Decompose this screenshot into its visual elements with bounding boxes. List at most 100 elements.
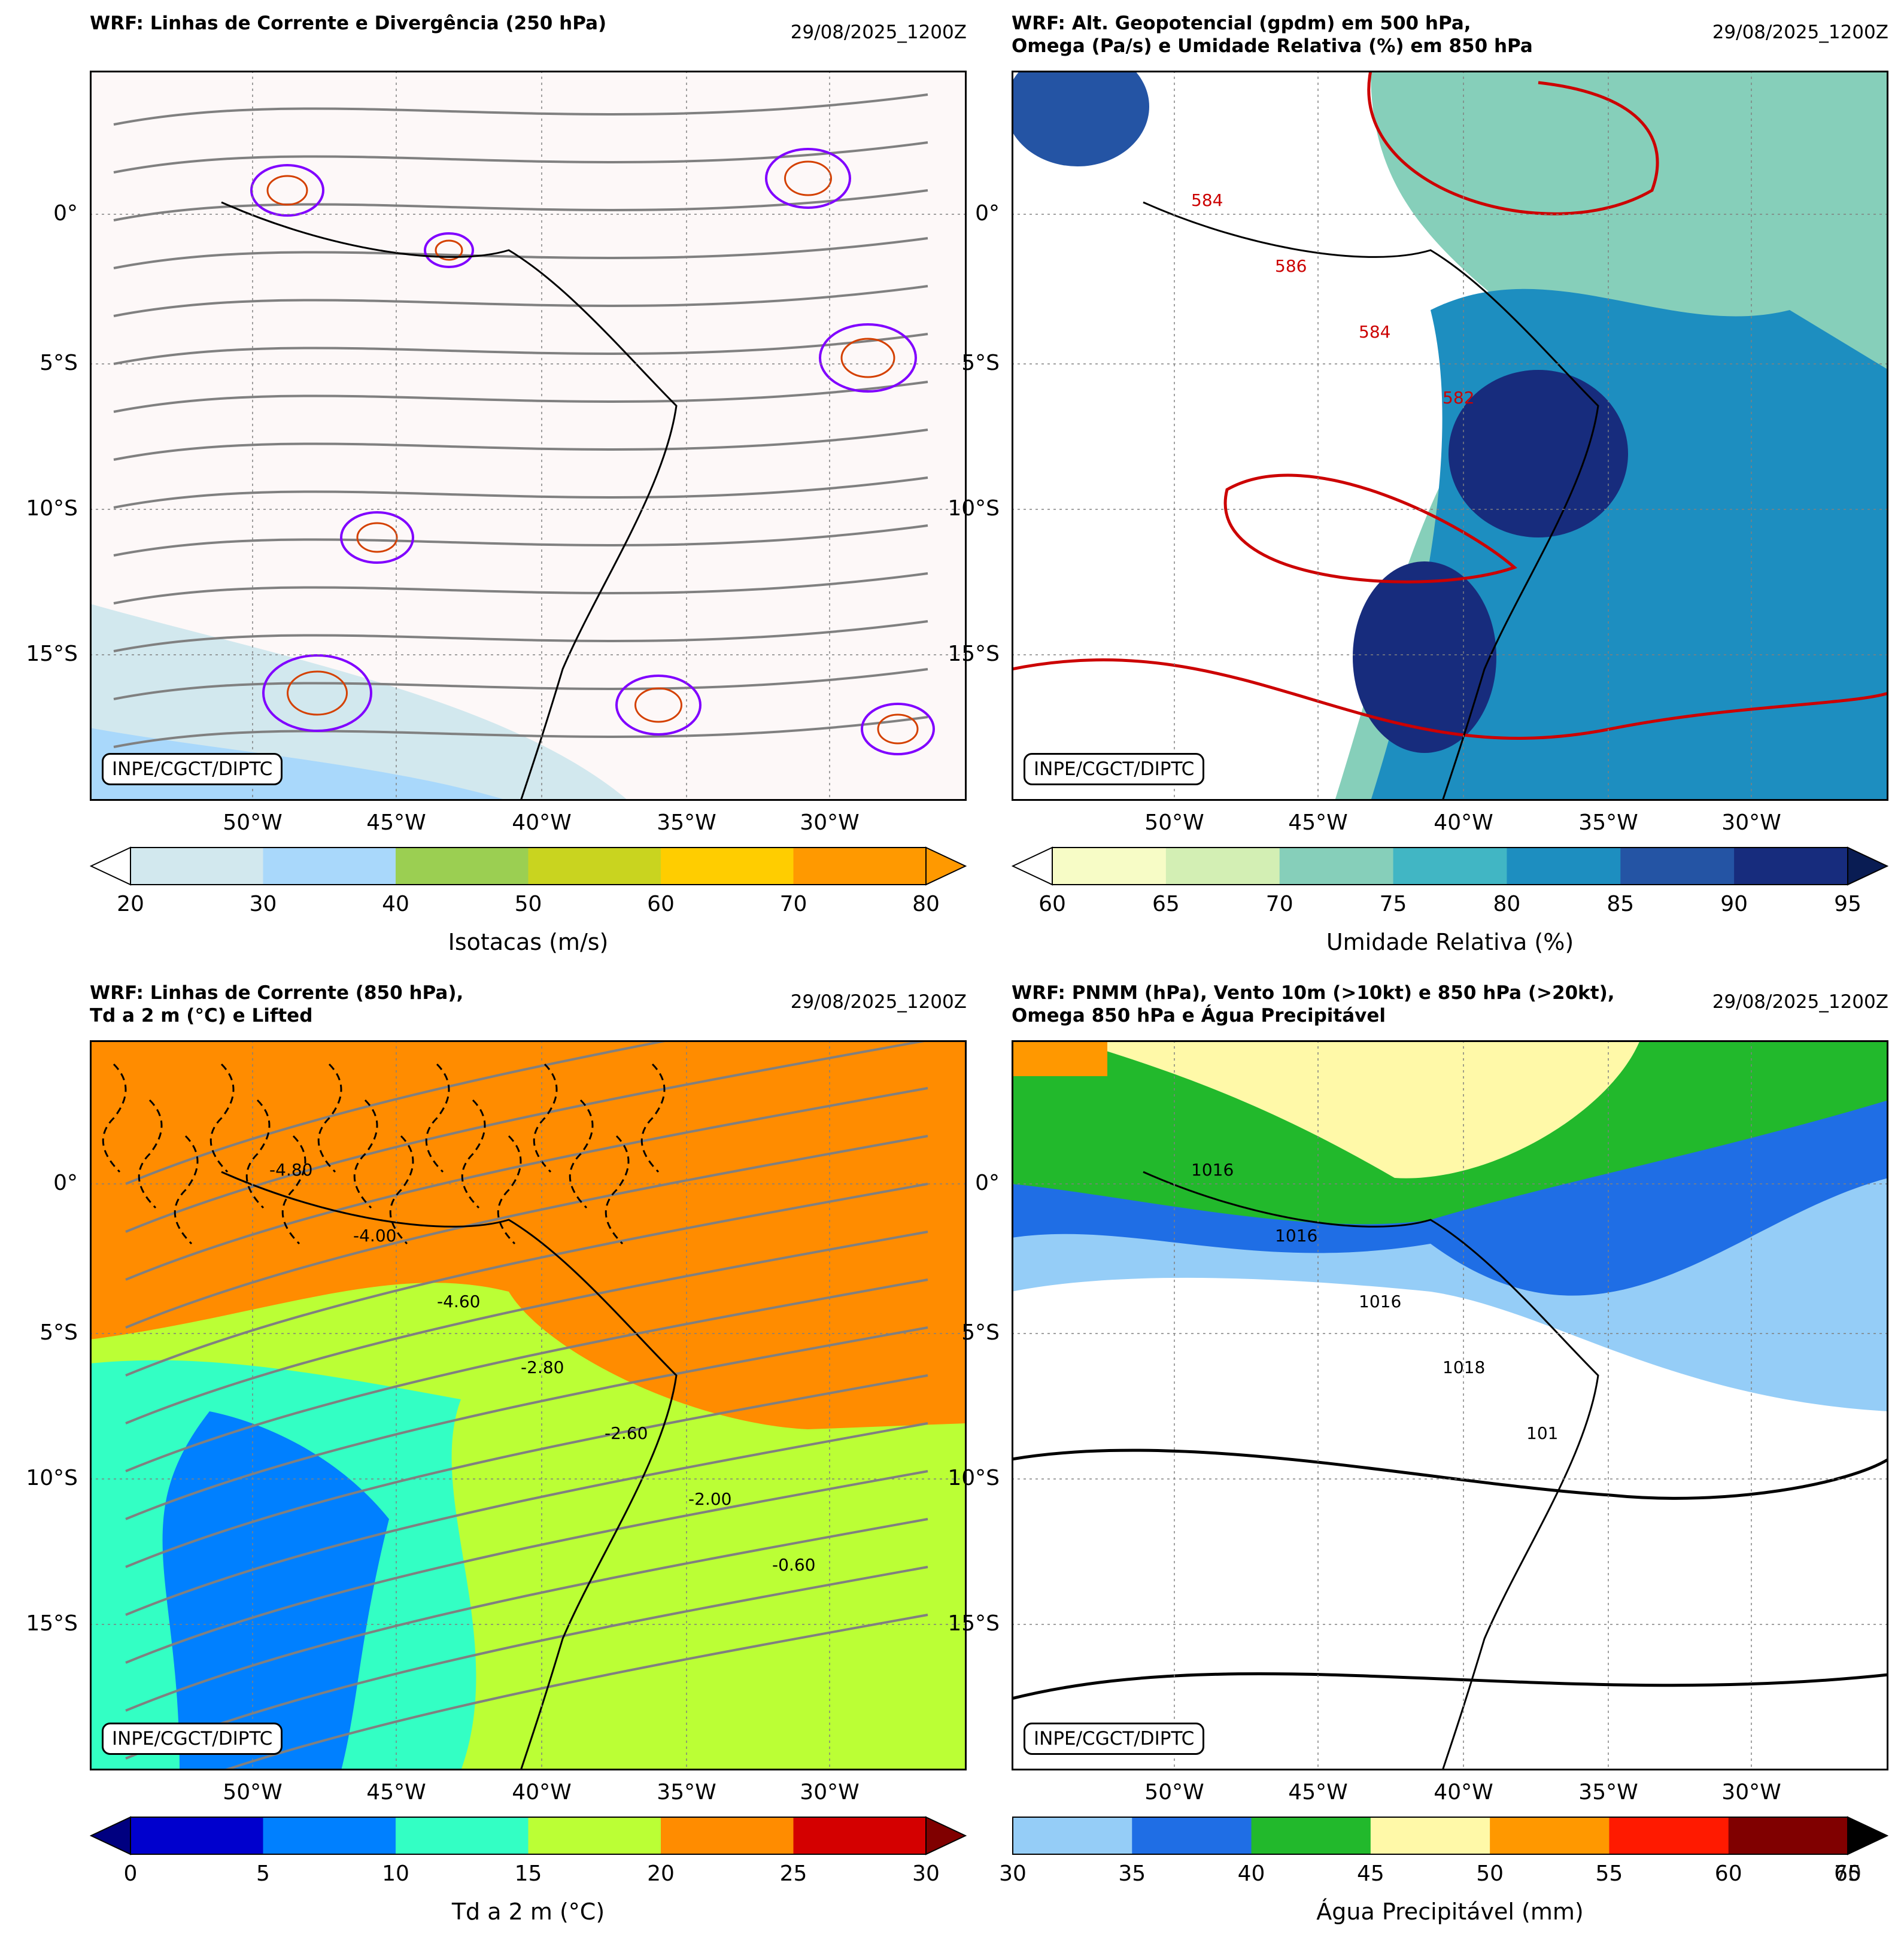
colorbar-tick: 30 xyxy=(912,1861,940,1886)
colorbar-swatch xyxy=(661,848,794,885)
colorbar-extend-high xyxy=(1847,846,1888,886)
lon-tick-label: 30°W xyxy=(1721,810,1781,835)
lat-tick-label: 0° xyxy=(975,1171,1000,1195)
lat-tick-label: 10°S xyxy=(948,1466,1000,1490)
colorbar-tick: 65 xyxy=(1834,1861,1862,1886)
colorbar-swatch xyxy=(793,1817,927,1854)
colorbar-swatch xyxy=(396,848,529,885)
lat-tick-label: 5°S xyxy=(40,351,78,375)
lat-tick-label: 5°S xyxy=(961,1320,1000,1345)
colorbar-swatch xyxy=(1620,848,1735,885)
colorbar-tick: 65 xyxy=(1152,892,1180,916)
panel-title: WRF: Linhas de Corrente (850 hPa), Td a … xyxy=(90,982,464,1026)
lat-tick-label: 10°S xyxy=(948,496,1000,521)
contour-label: -2.00 xyxy=(688,1489,732,1509)
colorbar-tick: 45 xyxy=(1356,1861,1384,1886)
colorbar-swatch xyxy=(1728,1817,1848,1854)
contour-label: 101 xyxy=(1526,1423,1559,1443)
colorbar-extend-low xyxy=(1012,846,1053,886)
panel-date: 29/08/2025_1200Z xyxy=(790,991,967,1013)
contour-label: 582 xyxy=(1443,388,1475,408)
lon-tick-label: 45°W xyxy=(366,810,426,835)
colorbar-swatch xyxy=(1490,1817,1610,1854)
lat-tick-label: 15°S xyxy=(26,1611,78,1636)
colorbar-swatch xyxy=(263,1817,396,1854)
colorbar-swatch xyxy=(661,1817,794,1854)
map-panel-br: WRF: PNMM (hPa), Vento 10m (>10kt) e 850… xyxy=(948,970,1888,1939)
colorbar-tick: 80 xyxy=(912,892,940,916)
lon-tick-label: 50°W xyxy=(1144,810,1204,835)
lat-tick-label: 15°S xyxy=(948,642,1000,666)
panel-date: 29/08/2025_1200Z xyxy=(1712,22,1888,43)
colorbar xyxy=(1012,1816,1888,1855)
lat-tick-label: 5°S xyxy=(40,1320,78,1345)
colorbar-tick: 55 xyxy=(1595,1861,1623,1886)
colorbar-swatch xyxy=(130,848,263,885)
lon-tick-label: 35°W xyxy=(657,1780,716,1805)
contour-label: 1016 xyxy=(1359,1292,1402,1311)
colorbar-label: Td a 2 m (°C) xyxy=(451,1899,605,1925)
lon-tick-label: 30°W xyxy=(1721,1780,1781,1805)
lat-tick-label: 0° xyxy=(53,1171,78,1195)
colorbar-swatch xyxy=(1279,848,1394,885)
colorbar-tick: 70 xyxy=(1834,1861,1862,1886)
colorbar-swatch xyxy=(1393,848,1507,885)
lon-tick-label: 40°W xyxy=(1434,1780,1493,1805)
contour-label: -4.60 xyxy=(437,1292,481,1311)
colorbar-extend-high xyxy=(925,846,967,886)
colorbar-swatch xyxy=(396,1817,529,1854)
colorbar-tick: 50 xyxy=(514,892,542,916)
map-canvas xyxy=(1012,71,1888,801)
lon-tick-label: 45°W xyxy=(1288,810,1348,835)
contour-label: -2.80 xyxy=(521,1357,564,1377)
colorbar-tick: 20 xyxy=(647,1861,675,1886)
colorbar xyxy=(90,1816,967,1855)
colorbar-swatch xyxy=(528,1817,661,1854)
colorbar-tick: 90 xyxy=(1720,892,1748,916)
colorbar-tick: 10 xyxy=(382,1861,409,1886)
lat-tick-label: 0° xyxy=(53,201,78,226)
contour-label: -2.60 xyxy=(605,1423,648,1443)
colorbar-tick: 60 xyxy=(1038,892,1066,916)
map-panel-tl: WRF: Linhas de Corrente e Divergência (2… xyxy=(26,0,967,970)
panel-date: 29/08/2025_1200Z xyxy=(1712,991,1888,1013)
colorbar-swatch xyxy=(130,1817,263,1854)
lat-tick-label: 5°S xyxy=(961,351,1000,375)
colorbar-swatch xyxy=(1507,848,1621,885)
colorbar-swatch xyxy=(793,848,927,885)
lon-tick-label: 40°W xyxy=(512,1780,572,1805)
colorbar-tick: 40 xyxy=(1237,1861,1265,1886)
colorbar-tick: 50 xyxy=(1476,1861,1504,1886)
colorbar-label: Isotacas (m/s) xyxy=(448,929,609,955)
panel-title: WRF: Linhas de Corrente e Divergência (2… xyxy=(90,13,607,34)
colorbar-tick: 85 xyxy=(1607,892,1635,916)
colorbar-swatch xyxy=(1609,1817,1729,1854)
panel-title: WRF: PNMM (hPa), Vento 10m (>10kt) e 850… xyxy=(1012,982,1615,1026)
colorbar-tick: 75 xyxy=(1379,892,1407,916)
colorbar xyxy=(1012,846,1888,886)
colorbar-tick: 20 xyxy=(117,892,144,916)
colorbar-extend-high xyxy=(1847,1816,1888,1855)
colorbar-swatch xyxy=(1052,848,1167,885)
map-canvas xyxy=(90,71,967,801)
lon-tick-label: 45°W xyxy=(1288,1780,1348,1805)
colorbar-swatch xyxy=(1132,1817,1252,1854)
colorbar-tick: 35 xyxy=(1118,1861,1146,1886)
colorbar-tick: 60 xyxy=(647,892,675,916)
colorbar-swatch xyxy=(263,848,396,885)
lon-tick-label: 40°W xyxy=(512,810,572,835)
colorbar-swatch xyxy=(528,848,661,885)
colorbar-extend-high xyxy=(925,1816,967,1855)
lat-tick-label: 0° xyxy=(975,201,1000,226)
panel-title: WRF: Alt. Geopotencial (gpdm) em 500 hPa… xyxy=(1012,13,1533,57)
lat-tick-label: 10°S xyxy=(26,496,78,521)
contour-label: 584 xyxy=(1359,322,1391,342)
colorbar-tick: 40 xyxy=(382,892,409,916)
lon-tick-label: 45°W xyxy=(366,1780,426,1805)
colorbar-tick: 70 xyxy=(779,892,807,916)
contour-label: 1018 xyxy=(1443,1357,1486,1377)
colorbar-tick: 30 xyxy=(249,892,277,916)
colorbar-tick: 95 xyxy=(1834,892,1862,916)
colorbar-tick: 80 xyxy=(1493,892,1521,916)
contour-label: -4.80 xyxy=(269,1160,313,1180)
